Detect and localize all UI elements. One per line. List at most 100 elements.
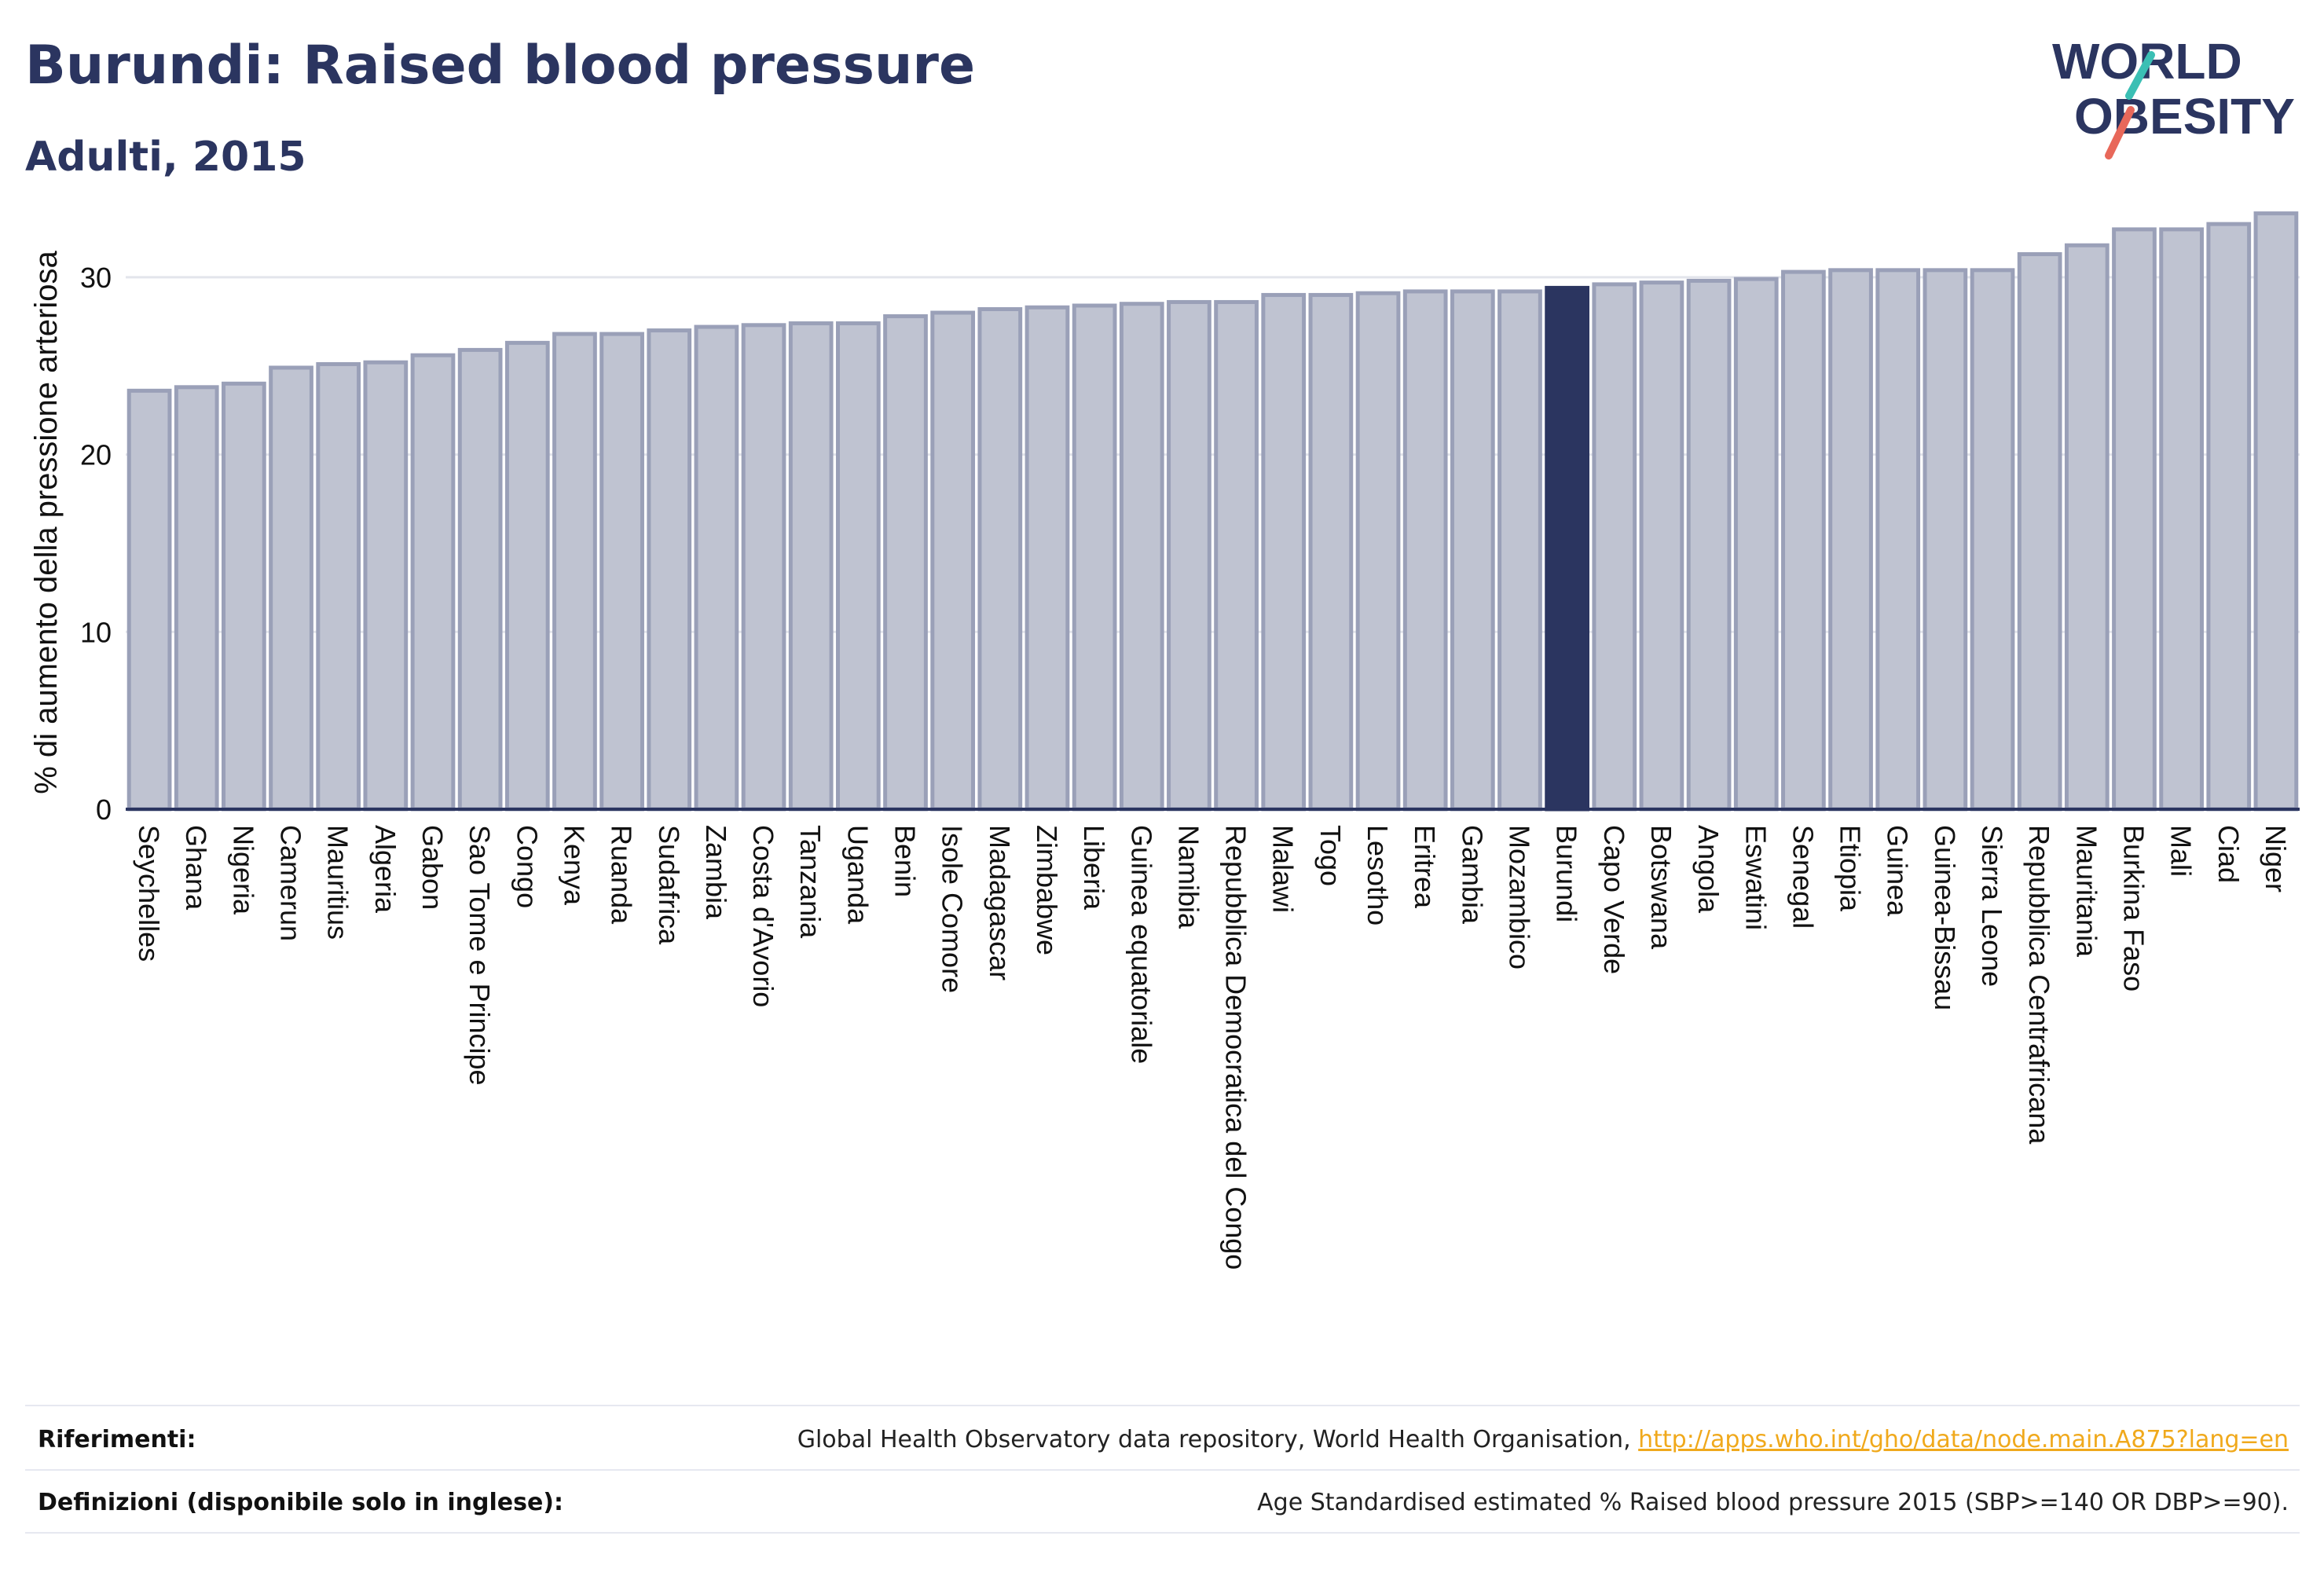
x-tick-label: Repubblica Democratica del Congo — [1220, 825, 1252, 1270]
x-tick-label: Congo — [511, 825, 543, 908]
y-axis-label: % di aumento della pressione arteriosa — [29, 251, 64, 794]
bar-eswatini[interactable] — [1733, 277, 1779, 812]
x-tick-label: Liberia — [1078, 825, 1110, 911]
bar-zambia[interactable] — [694, 324, 739, 812]
x-tick-label: Sudafrica — [653, 825, 685, 945]
bar-lesotho[interactable] — [1355, 291, 1401, 812]
footer-divider-top — [25, 1405, 2300, 1406]
definitions-label: Definizioni (disponibile solo in inglese… — [38, 1489, 563, 1516]
y-tick-label: 20 — [80, 439, 112, 471]
bar-etiopia[interactable] — [1828, 268, 1873, 812]
bar-nigeria[interactable] — [222, 381, 266, 812]
bar-congo[interactable] — [504, 340, 550, 812]
bar-senegal[interactable] — [1781, 269, 1826, 812]
bar-benin[interactable] — [883, 314, 928, 812]
bar-camerun[interactable] — [269, 365, 313, 812]
logo-slash-bottom — [2105, 106, 2135, 159]
bar-mauritania[interactable] — [2064, 243, 2110, 812]
bar-sao-tome-e-principe[interactable] — [457, 347, 503, 812]
x-tick-label: Guinea equatoriale — [1125, 825, 1157, 1064]
x-tick-label: Namibia — [1172, 825, 1204, 929]
bars — [126, 211, 2299, 812]
x-tick-label: Mauritania — [2070, 825, 2102, 958]
x-tick-label: Togo — [1314, 825, 1347, 886]
bar-ghana[interactable] — [174, 385, 219, 812]
bar-togo[interactable] — [1308, 292, 1354, 812]
bar-burundi[interactable] — [1545, 285, 1590, 812]
bar-namibia[interactable] — [1167, 299, 1211, 812]
x-tick-label: Nigeria — [227, 825, 259, 915]
bar-sudafrica[interactable] — [647, 328, 692, 812]
bar-mali[interactable] — [2159, 227, 2204, 812]
x-tick-label: Zambia — [700, 825, 732, 920]
bar-algeria[interactable] — [363, 360, 409, 812]
bar-gabon[interactable] — [410, 353, 456, 812]
y-tick-label: 30 — [80, 262, 112, 294]
bar-ciad[interactable] — [2206, 222, 2252, 812]
x-tick-label: Kenya — [558, 825, 590, 906]
bar-capo-verde[interactable] — [1592, 282, 1637, 812]
bar-gambia[interactable] — [1450, 289, 1495, 812]
x-tick-label: Ruanda — [606, 825, 638, 925]
bar-seychelles[interactable] — [126, 388, 172, 812]
y-tick-label: 0 — [96, 793, 112, 826]
x-tick-label: Seychelles — [133, 825, 165, 962]
bar-isole-comore[interactable] — [930, 310, 976, 812]
logo-line2: OBESITY — [2074, 88, 2295, 145]
references-text: Global Health Observatory data repositor… — [797, 1426, 2289, 1453]
bar-kenya[interactable] — [552, 332, 597, 812]
x-tick-label: Gabon — [416, 825, 449, 910]
x-tick-label: Burkina Faso — [2117, 825, 2150, 991]
x-tick-label: Benin — [889, 825, 922, 897]
x-tick-label: Guinea — [1882, 825, 1914, 917]
x-tick-label: Madagascar — [984, 825, 1016, 980]
x-tick-label: Costa d'Avorio — [747, 825, 779, 1007]
bar-liberia[interactable] — [1072, 303, 1117, 812]
bar-guinea-equatoriale[interactable] — [1119, 302, 1164, 812]
footer-divider-middle — [25, 1469, 2300, 1471]
bar-chart: Seychelles Ghana Nigeria Camerun Mauritius Al… — [29, 211, 2300, 1270]
bar-eritrea[interactable] — [1402, 289, 1448, 812]
bar-mauritius[interactable] — [316, 361, 361, 812]
bar-repubblica-democratica-del-congo[interactable] — [1214, 299, 1259, 812]
bar-malawi[interactable] — [1261, 292, 1307, 812]
bar-mozambico[interactable] — [1497, 289, 1542, 812]
x-tick-label: Etiopia — [1835, 825, 1867, 912]
bar-tanzania[interactable] — [788, 321, 834, 812]
bar-botswana[interactable] — [1639, 280, 1684, 812]
definitions-text: Age Standardised estimated % Raised bloo… — [1257, 1489, 2289, 1516]
logo-slash-top — [2125, 51, 2155, 100]
x-tick-label: Zimbabwe — [1031, 825, 1063, 955]
bar-costa-d-avorio[interactable] — [741, 323, 786, 812]
x-tick-label: Ghana — [180, 825, 212, 911]
x-tick-label: Camerun — [275, 825, 307, 941]
x-tick-label: Tanzania — [794, 825, 827, 939]
y-tick-label: 10 — [80, 616, 112, 648]
x-tick-label: Eritrea — [1409, 825, 1441, 909]
x-tick-label: Niger — [2260, 825, 2292, 892]
x-tick-label: Ciad — [2212, 825, 2245, 883]
x-tick-label: Botswana — [1645, 825, 1677, 950]
bar-zimbabwe[interactable] — [1025, 305, 1070, 812]
x-tick-label: Burundi — [1551, 825, 1583, 922]
x-tick-label: Sao Tome e Principe — [464, 825, 496, 1086]
x-tick-label: Isole Comore — [937, 825, 969, 993]
bar-burkina-faso[interactable] — [2112, 227, 2157, 812]
bar-repubblica-centrafricana[interactable] — [2017, 252, 2062, 812]
x-tick-label: Repubblica Centrafricana — [2023, 825, 2055, 1145]
bar-guinea-bissau[interactable] — [1923, 268, 1968, 812]
x-tick-label: Mozambico — [1503, 825, 1535, 969]
references-link[interactable]: http://apps.who.int/gho/data/node.main.A… — [1638, 1426, 2289, 1453]
x-tick-label: Malawi — [1267, 825, 1299, 913]
bar-uganda[interactable] — [835, 321, 881, 812]
bar-niger[interactable] — [2253, 211, 2299, 812]
references-label: Riferimenti: — [38, 1426, 196, 1453]
footer-divider-bottom — [25, 1532, 2300, 1534]
bar-madagascar[interactable] — [977, 306, 1023, 812]
bar-ruanda[interactable] — [599, 332, 644, 812]
x-tick-label: Angola — [1692, 825, 1725, 914]
bar-guinea[interactable] — [1875, 268, 1921, 812]
bar-sierra-leone[interactable] — [1970, 268, 2015, 812]
bar-angola[interactable] — [1686, 278, 1732, 812]
x-tick-label: Mauritius — [322, 825, 354, 940]
